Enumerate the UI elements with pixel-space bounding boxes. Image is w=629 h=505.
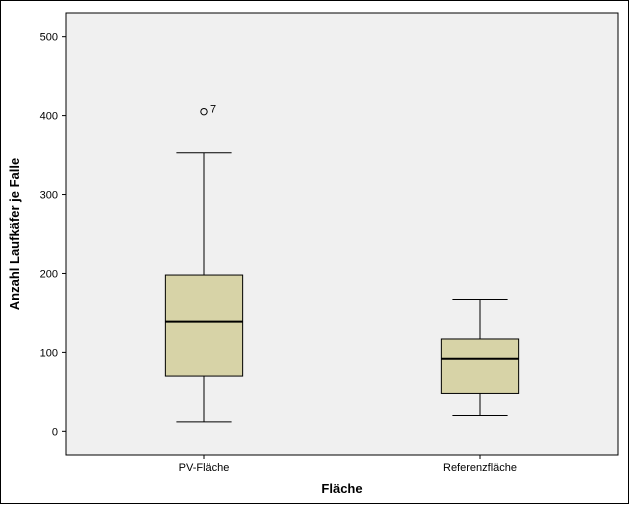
chart-frame: 0 100 200 300 400 500 Anzahl Laufkäfer je Fall… <box>0 0 629 504</box>
x-tick-label: PV-Fläche <box>179 462 230 474</box>
y-tick-label: 500 <box>40 32 58 44</box>
y-tick-label: 400 <box>40 111 58 123</box>
y-tick-label: 0 <box>52 426 58 438</box>
y-tick-label: 100 <box>40 347 58 359</box>
y-tick-label: 300 <box>40 190 58 202</box>
x-tick-label: Referenzfläche <box>443 462 517 474</box>
box <box>441 339 518 393</box>
box <box>165 275 242 376</box>
x-axis-title: Fläche <box>321 481 362 496</box>
boxplot-chart: 0 100 200 300 400 500 Anzahl Laufkäfer je Fall… <box>1 1 629 505</box>
y-axis-title: Anzahl Laufkäfer je Falle <box>7 158 22 310</box>
outlier-label: 7 <box>210 104 216 116</box>
y-tick-label: 200 <box>40 268 58 280</box>
